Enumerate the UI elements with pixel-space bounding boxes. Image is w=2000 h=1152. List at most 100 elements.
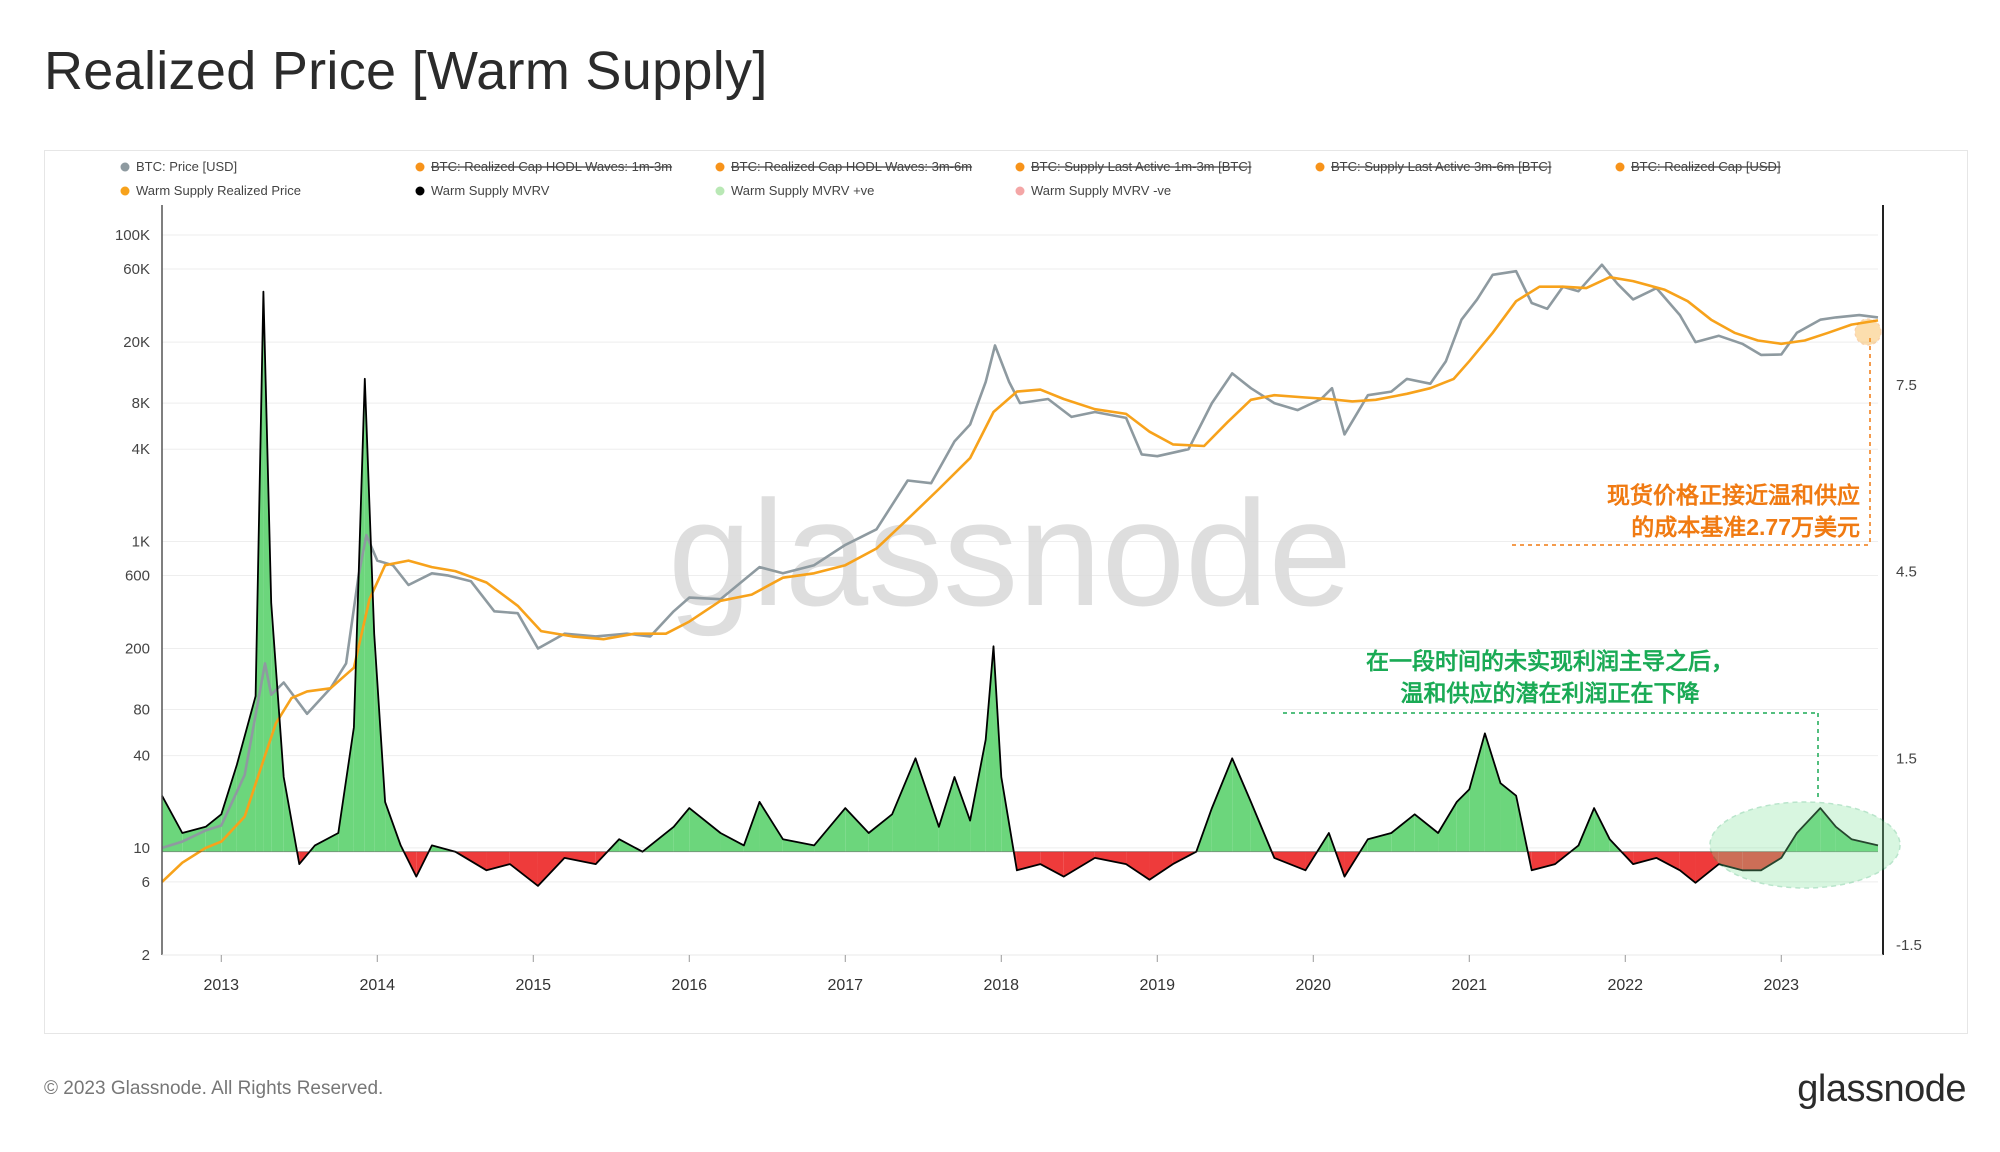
mvrv-negative-area — [1695, 851, 1719, 883]
mvrv-positive-area — [1835, 826, 1852, 852]
legend-marker — [1315, 162, 1325, 172]
page-title: Realized Price [Warm Supply] — [44, 41, 768, 101]
mvrv-positive-area — [1796, 808, 1821, 852]
x-tick-label: 2013 — [203, 977, 239, 994]
legend-marker — [715, 186, 725, 196]
footer-logo: glassnode — [1797, 1068, 1966, 1110]
mvrv-positive-area — [720, 833, 744, 852]
annotation-green-line1: 在一段时间的未实现利润主导之后， — [1366, 648, 1734, 674]
legend-marker — [415, 186, 425, 196]
mvrv-negative-area — [1761, 851, 1782, 871]
mvrv-positive-area — [892, 758, 916, 852]
legend-marker — [1015, 186, 1025, 196]
mvrv-positive-area — [689, 808, 721, 852]
mvrv-positive-area — [1414, 814, 1439, 852]
annotation-orange-line1: 现货价格正接近温和供应 — [1607, 482, 1860, 508]
annotation-orange-line2: 的成本基准2.77万美元 — [1631, 514, 1860, 540]
legend-label: Warm Supply Realized Price — [136, 183, 301, 198]
btc-price-line — [161, 263, 1879, 850]
mvrv-positive-area — [1500, 783, 1517, 852]
legend-label: Warm Supply MVRV — [431, 183, 550, 198]
legend-label: BTC: Supply Last Active 1m-3m [BTC] — [1031, 159, 1251, 174]
y-left-tick-label: 2 — [142, 947, 150, 964]
mvrv-positive-area — [1851, 839, 1878, 852]
mvrv-positive-area — [162, 795, 183, 852]
legend-marker — [1015, 162, 1025, 172]
mvrv-negative-area — [1040, 851, 1064, 877]
mvrv-positive-area — [1484, 733, 1501, 852]
mvrv-positive-area — [353, 378, 365, 852]
y-right-tick-label: 1.5 — [1896, 750, 1917, 767]
legend-label: BTC: Realized Cap [USD] — [1631, 159, 1781, 174]
legend-marker — [1615, 162, 1625, 172]
mvrv-positive-area — [954, 777, 971, 852]
x-tick-label: 2020 — [1295, 977, 1331, 994]
mvrv-negative-area — [1063, 851, 1095, 877]
y-left-tick-label: 80 — [133, 702, 150, 719]
x-tick-label: 2023 — [1763, 977, 1799, 994]
mvrv-positive-area — [673, 808, 690, 852]
mvrv-positive-area — [263, 291, 272, 852]
mvrv-negative-area — [1656, 851, 1680, 871]
mvrv-positive-area — [1456, 789, 1470, 852]
mvrv-negative-area — [564, 851, 596, 865]
y-left-tick-label: 40 — [133, 748, 150, 765]
mvrv-negative-area — [1679, 851, 1696, 883]
series-lines — [161, 263, 1879, 887]
warm-supply-mvrv-line — [161, 290, 1879, 887]
x-tick-label: 2018 — [983, 977, 1019, 994]
mvrv-positive-area — [271, 602, 284, 852]
y-right-tick-label: -1.5 — [1896, 937, 1922, 954]
mvrv-positive-area — [970, 739, 986, 852]
mvrv-negative-area — [1633, 851, 1657, 865]
axes: 2 6 10 40 80 200 600 1K 4K 8K 20K 60K 100K -1.5 1.5 4.5… — [115, 205, 1922, 994]
mvrv-negative-area — [509, 851, 538, 886]
y-left-tick-label: 60K — [123, 261, 150, 278]
mvrv-positive-area — [993, 646, 1002, 852]
y-left-tick-label: 6 — [142, 874, 150, 891]
legend-item: BTC: Realized Cap HODL Waves: 1m-3m — [415, 159, 672, 174]
legend-marker — [120, 162, 130, 172]
y-left-tick-label: 4K — [132, 441, 150, 458]
legend-label: BTC: Price [USD] — [136, 159, 237, 174]
legend-marker — [715, 162, 725, 172]
y-left-tick-label: 8K — [132, 395, 150, 412]
y-left-tick-label: 200 — [125, 641, 150, 658]
annotation-green-ellipse — [1709, 801, 1901, 889]
mvrv-positive-area — [1469, 733, 1485, 852]
x-tick-label: 2021 — [1451, 977, 1487, 994]
legend-item: BTC: Realized Cap HODL Waves: 3m-6m — [715, 159, 972, 174]
legend-label: BTC: Realized Cap HODL Waves: 3m-6m — [731, 159, 972, 174]
mvrv-positive-area — [1232, 758, 1251, 852]
mvrv-negative-area — [1742, 851, 1761, 871]
mvrv-negative-area — [1126, 851, 1150, 880]
annotation-orange-circle — [1854, 318, 1882, 346]
annotation-green-line2: 温和供应的潜在利润正在下降 — [1401, 680, 1701, 706]
mvrv-positive-area — [1594, 808, 1610, 852]
mvrv-positive-area — [782, 839, 815, 852]
y-right-tick-label: 7.5 — [1896, 377, 1917, 394]
legend-item: BTC: Supply Last Active 1m-3m [BTC] — [1015, 159, 1251, 174]
legend-item: Warm Supply MVRV -ve — [1015, 183, 1171, 198]
mvrv-positive-area — [1438, 801, 1457, 852]
footer-copyright: © 2023 Glassnode. All Rights Reserved. — [44, 1078, 384, 1099]
y-left-tick-label: 1K — [132, 533, 150, 550]
x-tick-label: 2015 — [515, 977, 551, 994]
mvrv-positive-area — [814, 808, 846, 852]
legend-item: Warm Supply MVRV — [415, 183, 550, 198]
x-tick-label: 2016 — [671, 977, 707, 994]
x-tick-label: 2019 — [1139, 977, 1175, 994]
legend-marker — [120, 186, 130, 196]
legend-label: Warm Supply MVRV +ve — [731, 183, 874, 198]
mvrv-positive-area — [915, 758, 939, 852]
mvrv-fill — [162, 291, 1878, 886]
y-left-tick-label: 10 — [133, 840, 150, 857]
mvrv-negative-area — [1094, 851, 1127, 865]
mvrv-positive-area — [364, 378, 375, 852]
warm-supply-realized-price-line — [161, 275, 1879, 883]
x-tick-label: 2017 — [827, 977, 863, 994]
legend: BTC: Price [USD] BTC: Realized Cap HODL W… — [120, 159, 1781, 198]
mvrv-positive-area — [1820, 808, 1836, 852]
legend-item: BTC: Price [USD] — [120, 159, 237, 174]
